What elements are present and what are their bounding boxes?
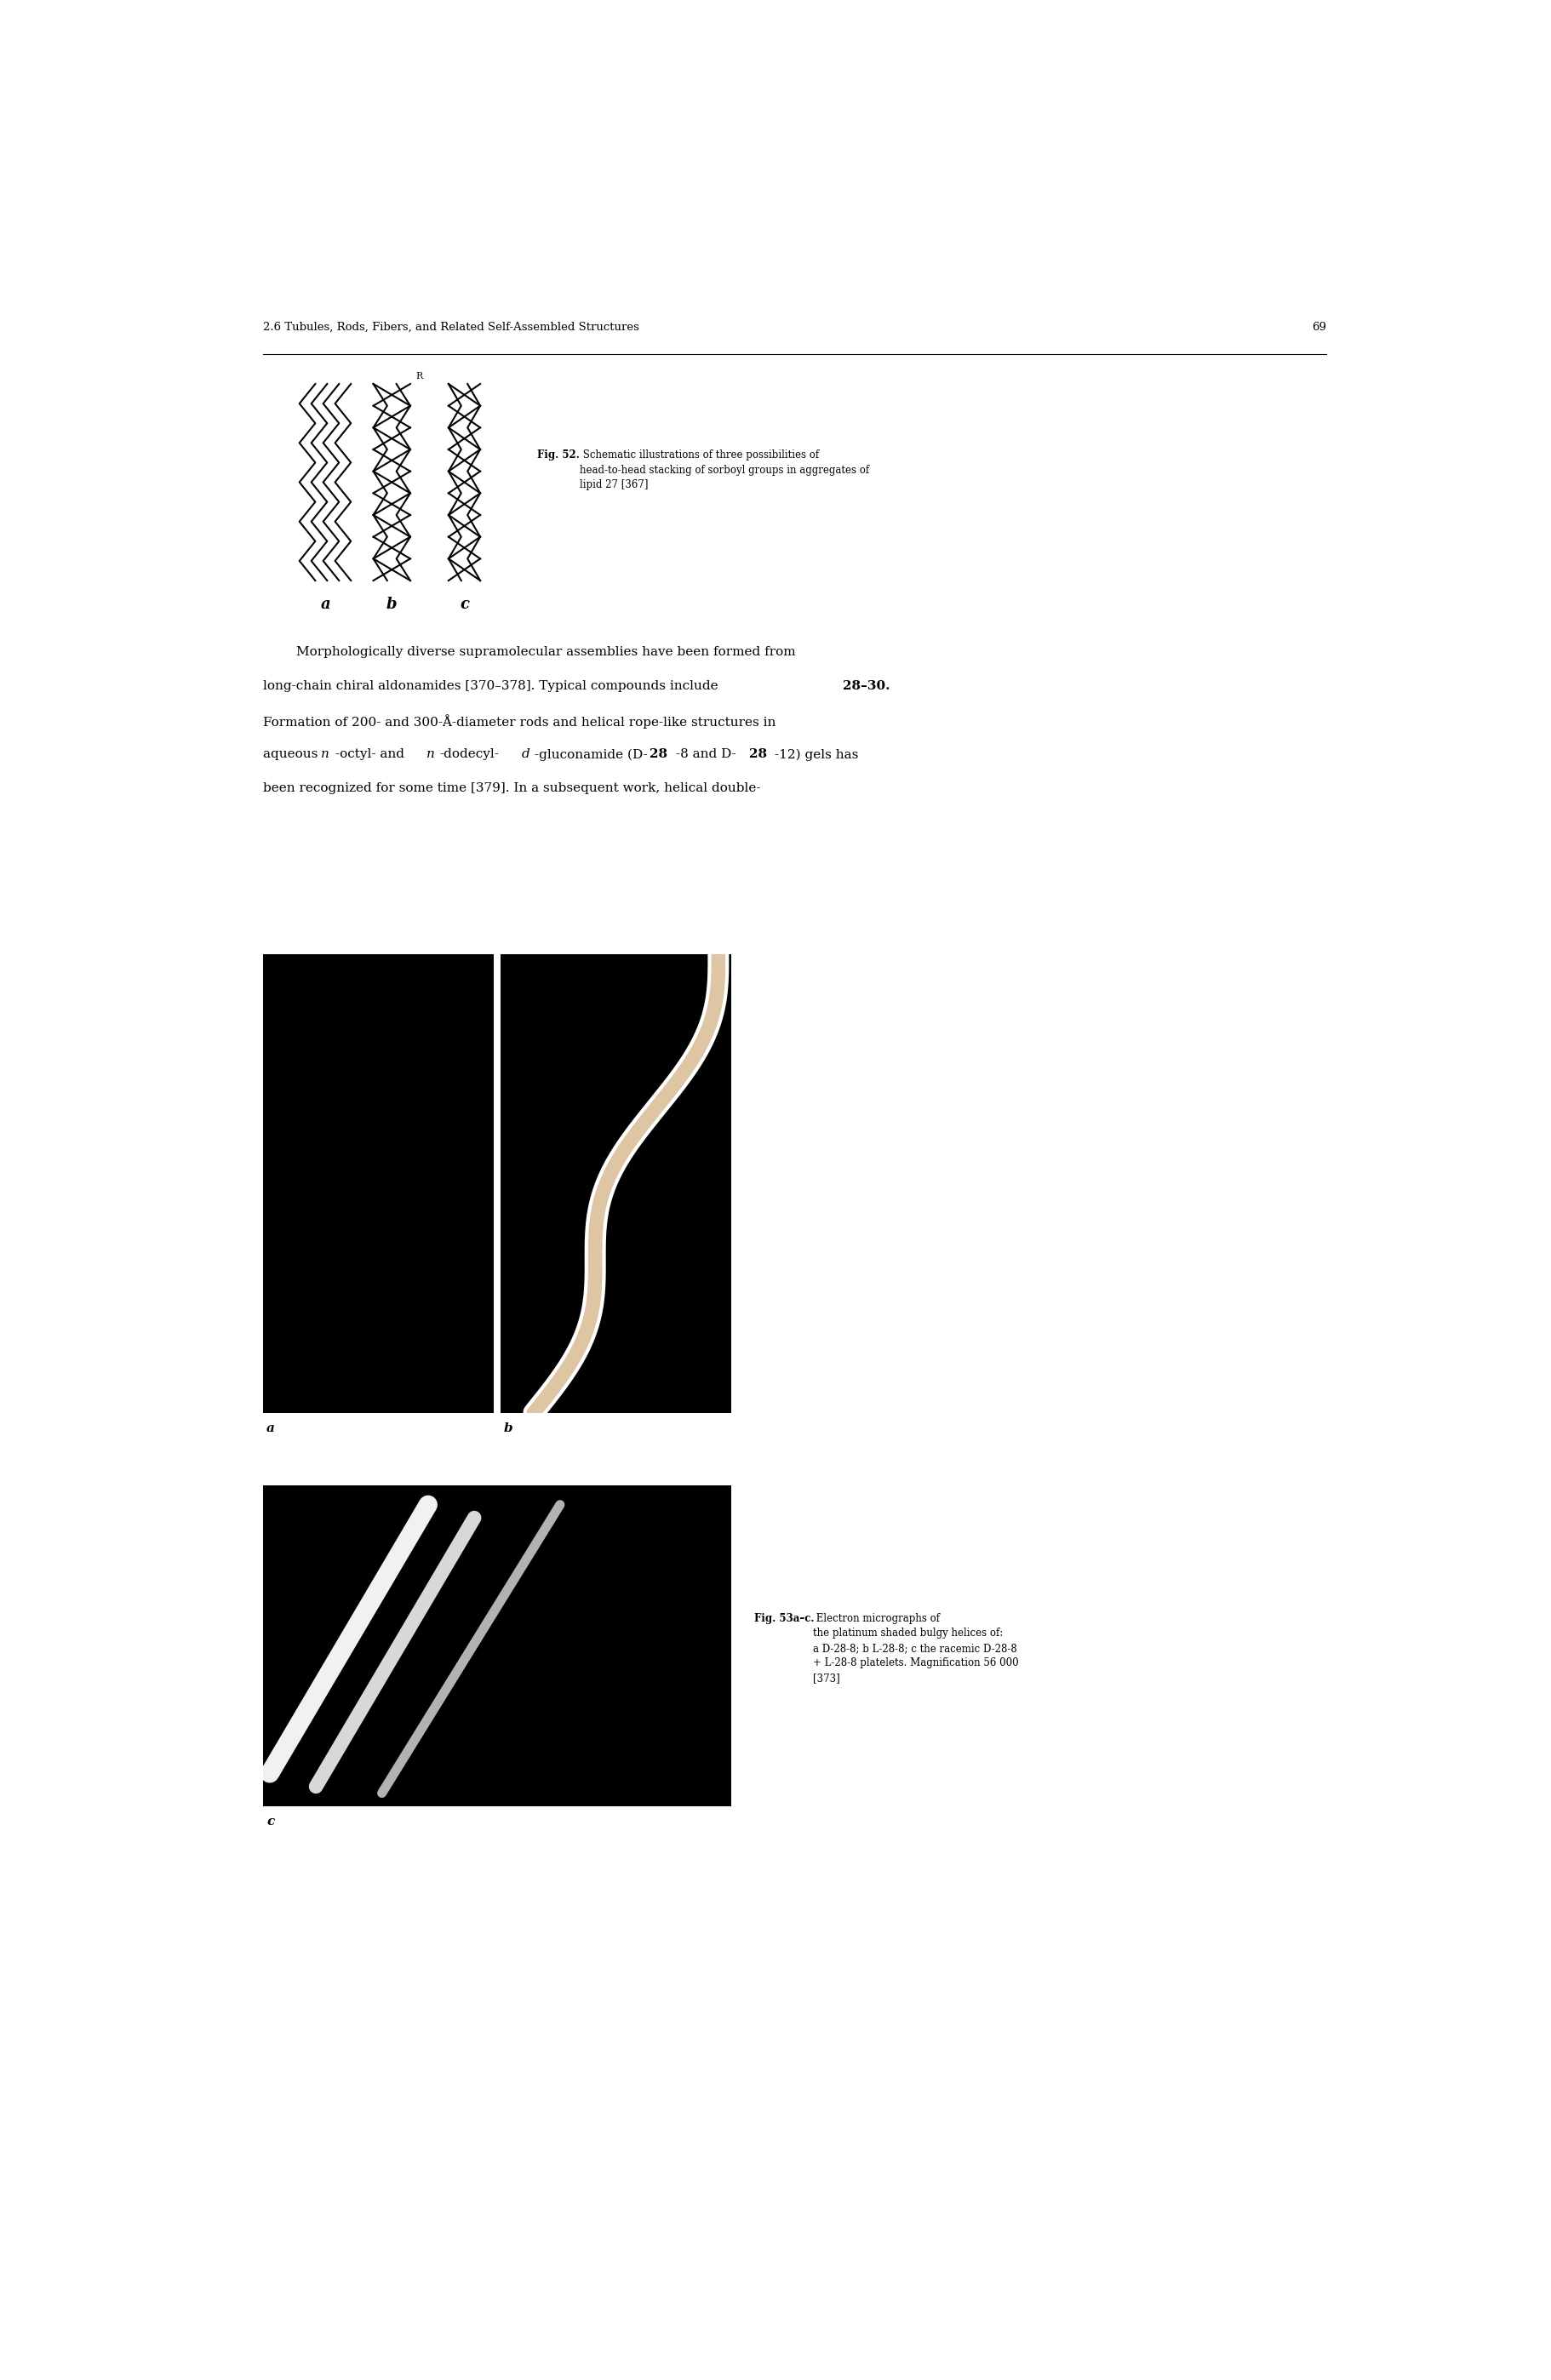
Text: 28–30.: 28–30. <box>842 681 890 693</box>
Text: b: b <box>504 1423 513 1435</box>
Text: a: a <box>267 1423 275 1435</box>
Text: Fig. 53a–c.: Fig. 53a–c. <box>755 1614 814 1623</box>
Text: -gluconamide (D-: -gluconamide (D- <box>535 747 648 762</box>
Text: Formation of 200- and 300-Å-diameter rods and helical rope-like structures in: Formation of 200- and 300-Å-diameter rod… <box>264 714 775 728</box>
Text: R: R <box>416 371 422 381</box>
Text: d: d <box>521 747 530 759</box>
Text: Schematic illustrations of three possibilities of
head-to-head stacking of sorbo: Schematic illustrations of three possibi… <box>580 450 870 490</box>
Bar <box>264 1485 732 1806</box>
Text: Fig. 52.: Fig. 52. <box>537 450 580 459</box>
Text: n: n <box>321 747 329 759</box>
Text: 69: 69 <box>1312 321 1326 333</box>
Text: long-chain chiral aldonamides [370–378]. Typical compounds include: long-chain chiral aldonamides [370–378].… <box>264 681 723 693</box>
Text: been recognized for some time [379]. In a subsequent work, helical double-: been recognized for some time [379]. In … <box>264 783 760 795</box>
Bar <box>264 954 495 1414</box>
Text: Morphologically diverse supramolecular assemblies have been formed from: Morphologically diverse supramolecular a… <box>264 645 796 657</box>
Text: -8 and D-: -8 and D- <box>676 747 735 759</box>
Text: aqueous: aqueous <box>264 747 323 759</box>
Text: b: b <box>386 597 397 612</box>
Text: -octyl- and: -octyl- and <box>335 747 408 759</box>
Text: a: a <box>321 597 330 612</box>
Text: 2.6 Tubules, Rods, Fibers, and Related Self-Assembled Structures: 2.6 Tubules, Rods, Fibers, and Related S… <box>264 321 639 333</box>
Text: -dodecyl-: -dodecyl- <box>440 747 499 759</box>
Text: n: n <box>427 747 434 759</box>
Text: -12) gels has: -12) gels has <box>774 747 858 762</box>
Text: c: c <box>267 1816 275 1828</box>
Text: 28: 28 <box>648 747 667 759</box>
Text: 28: 28 <box>749 747 766 759</box>
Text: Electron micrographs of
the platinum shaded bulgy helices of:
a D-28-8; b L-28-8: Electron micrographs of the platinum sha… <box>813 1614 1019 1683</box>
Bar <box>501 954 732 1414</box>
Text: c: c <box>459 597 468 612</box>
